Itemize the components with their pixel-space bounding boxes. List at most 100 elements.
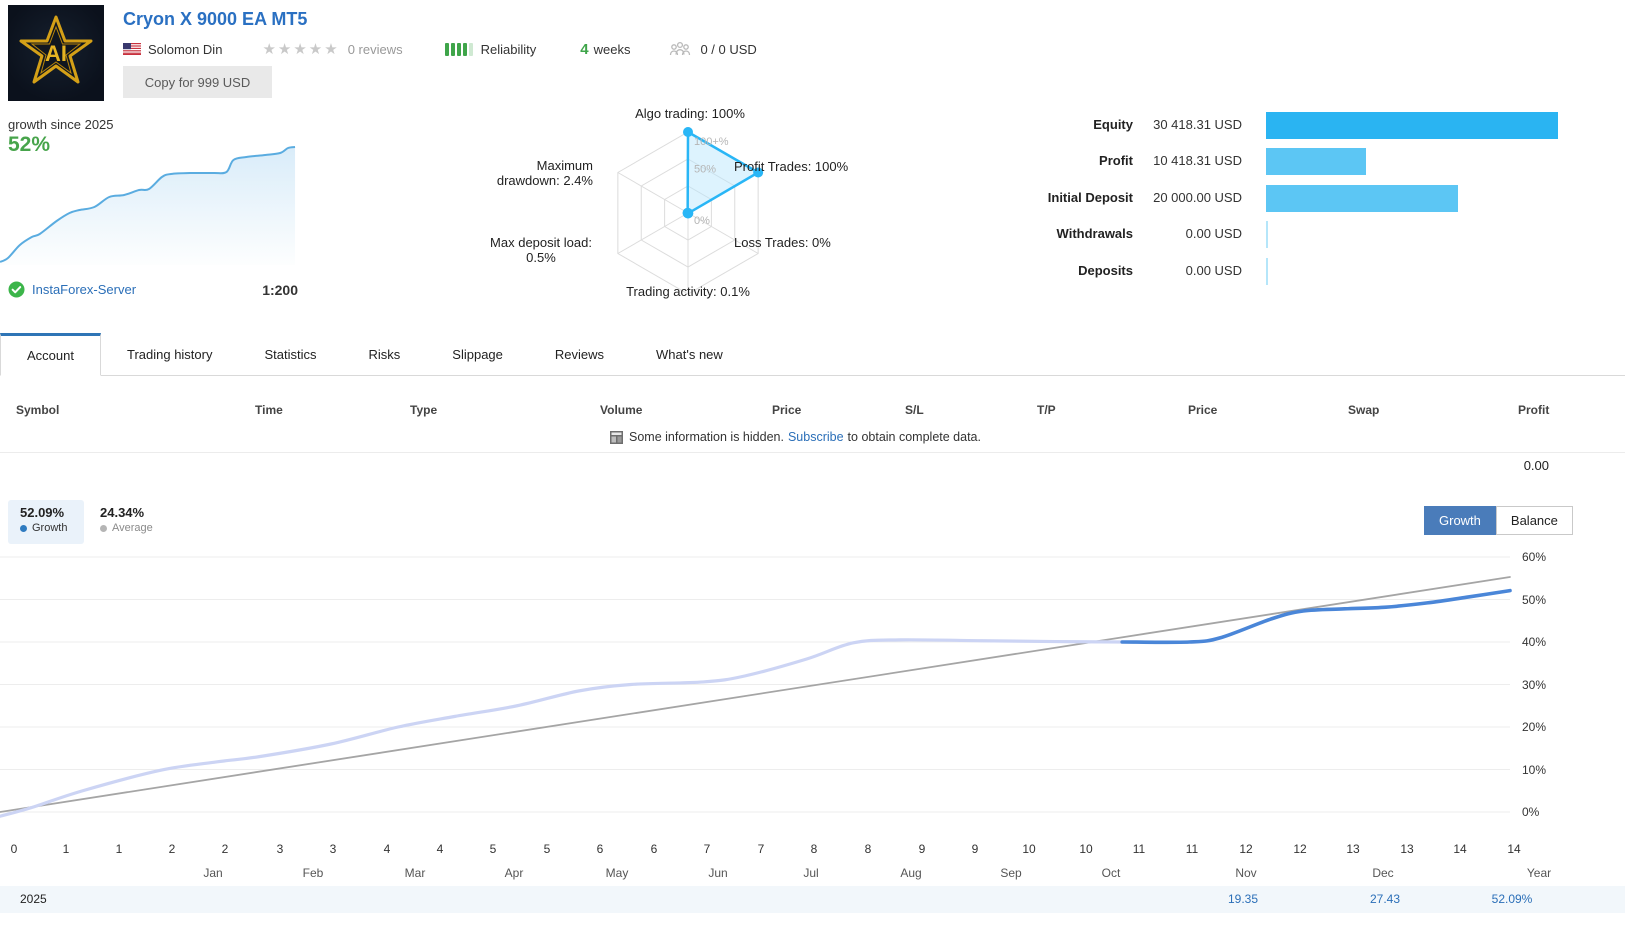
us-flag-icon xyxy=(123,43,141,55)
y-tick-label: 20% xyxy=(1522,720,1547,734)
balance-row-value: 0.00 USD xyxy=(1185,263,1242,278)
growth-since-value: 52% xyxy=(8,133,51,156)
tab-bar: Account Trading history Statistics Risks… xyxy=(0,333,1625,376)
leverage-value: 1:200 xyxy=(262,281,298,298)
balance-row-profit: Profit 10 418.31 USD xyxy=(0,148,1625,175)
growth-since-label: growth since 2025 xyxy=(8,117,114,132)
y-tick-label: 10% xyxy=(1522,762,1547,777)
x-tick-label: 0 xyxy=(10,842,18,856)
header-meta-row: Solomon Din ★★★★★ 0 reviews Reliability … xyxy=(123,39,757,59)
tab-reviews[interactable]: Reviews xyxy=(554,346,605,362)
column-header-symbol: Symbol xyxy=(16,403,60,417)
balance-row-bar xyxy=(1266,221,1268,248)
month-label-nov: Nov xyxy=(1235,866,1257,880)
column-header-price: Price xyxy=(772,403,802,417)
server-name-link[interactable]: InstaForex-Server xyxy=(32,282,137,297)
x-tick-label: 12 xyxy=(1239,842,1253,856)
x-tick-label: 4 xyxy=(436,842,444,856)
balance-row-value: 10 418.31 USD xyxy=(1153,153,1242,168)
weeks-value: 4 xyxy=(580,40,589,58)
x-tick-label: 13 xyxy=(1400,842,1414,856)
average-dot-icon xyxy=(100,524,107,532)
growth-toggle-button[interactable]: Growth xyxy=(1424,506,1496,535)
x-tick-label: 7 xyxy=(757,842,765,856)
x-tick-label: 14 xyxy=(1507,842,1521,856)
hidden-info-text: Some information is hidden. xyxy=(629,430,784,444)
month-label-jan: Jan xyxy=(203,866,223,880)
month-label-jun: Jun xyxy=(708,866,728,880)
weeks-label: weeks xyxy=(593,41,631,57)
month-label-sep: Sep xyxy=(1000,866,1022,880)
copy-button[interactable]: Copy for 999 USD xyxy=(123,66,272,98)
x-tick-label: 3 xyxy=(329,842,337,856)
hidden-info-icon xyxy=(610,430,623,444)
y-tick-label: 30% xyxy=(1522,677,1547,692)
x-tick-label: 9 xyxy=(971,842,979,856)
subscribers-icon xyxy=(668,41,692,57)
mini-growth-chart xyxy=(0,146,296,265)
x-tick-label: 1 xyxy=(62,842,70,856)
rating-stars[interactable]: ★★★★★ xyxy=(262,41,340,58)
radar-label-max-drawdown: Maximum drawdown: 2.4% xyxy=(496,158,593,188)
chart-mode-toggle: Growth Balance xyxy=(1424,506,1573,535)
balance-row-deposits: Deposits 0.00 USD xyxy=(0,258,1625,285)
profit-total-value: 0.00 xyxy=(1523,458,1549,473)
y-tick-label: 40% xyxy=(1522,635,1547,649)
month-label-jul: Jul xyxy=(803,866,819,880)
tab-whats-new[interactable]: What's new xyxy=(656,346,723,362)
balance-row-bar xyxy=(1266,148,1366,175)
growth-legend-label: Growth xyxy=(32,522,68,534)
month-label-apr: Apr xyxy=(504,866,524,880)
author-name[interactable]: Solomon Din xyxy=(148,41,223,57)
radar-label-trading-activity: Trading activity: 0.1% xyxy=(626,284,750,299)
reviews-count[interactable]: 0 reviews xyxy=(347,41,403,57)
reliability-label: Reliability xyxy=(480,41,537,57)
column-header-type: Type xyxy=(410,403,438,417)
x-tick-label: 5 xyxy=(543,842,551,856)
x-tick-label: 13 xyxy=(1346,842,1360,856)
x-tick-label: 10 xyxy=(1022,842,1036,856)
svg-text:100+%: 100+% xyxy=(694,136,729,148)
svg-text:AI: AI xyxy=(45,41,67,66)
month-label-dec: Dec xyxy=(1372,866,1394,880)
y-tick-label: 50% xyxy=(1522,592,1547,607)
trading-profile-radar: 100+% 50% 0% xyxy=(617,127,764,295)
x-tick-label: 3 xyxy=(276,842,284,856)
page-title: Cryon X 9000 EA MT5 xyxy=(123,9,308,29)
x-tick-label: 2 xyxy=(221,842,229,856)
balance-row-bar xyxy=(1266,258,1268,285)
x-tick-label: 1 xyxy=(115,842,123,856)
balance-row-initial-deposit: Initial Deposit 20 000.00 USD xyxy=(0,185,1625,212)
balance-row-withdrawals: Withdrawals 0.00 USD xyxy=(0,221,1625,248)
footer-year-label: 2025 xyxy=(20,892,47,906)
tab-account[interactable]: Account xyxy=(0,333,101,376)
x-tick-label: 6 xyxy=(596,842,604,856)
tab-slippage[interactable]: Slippage xyxy=(452,346,503,362)
balance-row-equity: Equity 30 418.31 USD xyxy=(0,112,1625,139)
x-tick-label: 11 xyxy=(1185,842,1199,856)
month-label-year: Year xyxy=(1526,866,1552,880)
tab-statistics[interactable]: Statistics xyxy=(264,346,317,362)
balance-row-value: 20 000.00 USD xyxy=(1153,190,1242,205)
x-tick-label: 11 xyxy=(1132,842,1146,856)
column-header-price: Price xyxy=(1188,403,1218,417)
month-label-may: May xyxy=(605,866,629,880)
month-label-aug: Aug xyxy=(900,866,922,880)
x-tick-label: 5 xyxy=(489,842,497,856)
balance-toggle-button[interactable]: Balance xyxy=(1495,506,1573,535)
growth-dot-icon xyxy=(20,524,27,532)
x-tick-label: 8 xyxy=(810,842,818,856)
svg-text:50%: 50% xyxy=(694,164,716,176)
x-tick-label: 4 xyxy=(383,842,391,856)
growth-chart[interactable] xyxy=(0,550,1625,840)
tab-trading-history[interactable]: Trading history xyxy=(126,346,213,362)
column-header-volume: Volume xyxy=(600,403,643,417)
balance-row-value: 0.00 USD xyxy=(1185,226,1242,241)
subscribe-link[interactable]: Subscribe xyxy=(787,430,844,444)
growth-percent: 52.09% xyxy=(20,505,65,520)
tab-risks[interactable]: Risks xyxy=(368,346,401,362)
growth-stat-box[interactable]: 52.09% Growth xyxy=(8,500,84,544)
average-stat-box[interactable]: 24.34% Average xyxy=(100,505,153,534)
y-tick-label: 0% xyxy=(1522,805,1540,819)
